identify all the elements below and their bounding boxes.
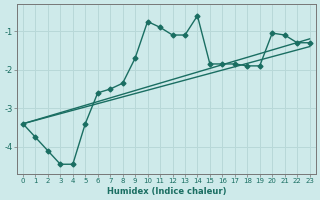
X-axis label: Humidex (Indice chaleur): Humidex (Indice chaleur) (107, 187, 226, 196)
